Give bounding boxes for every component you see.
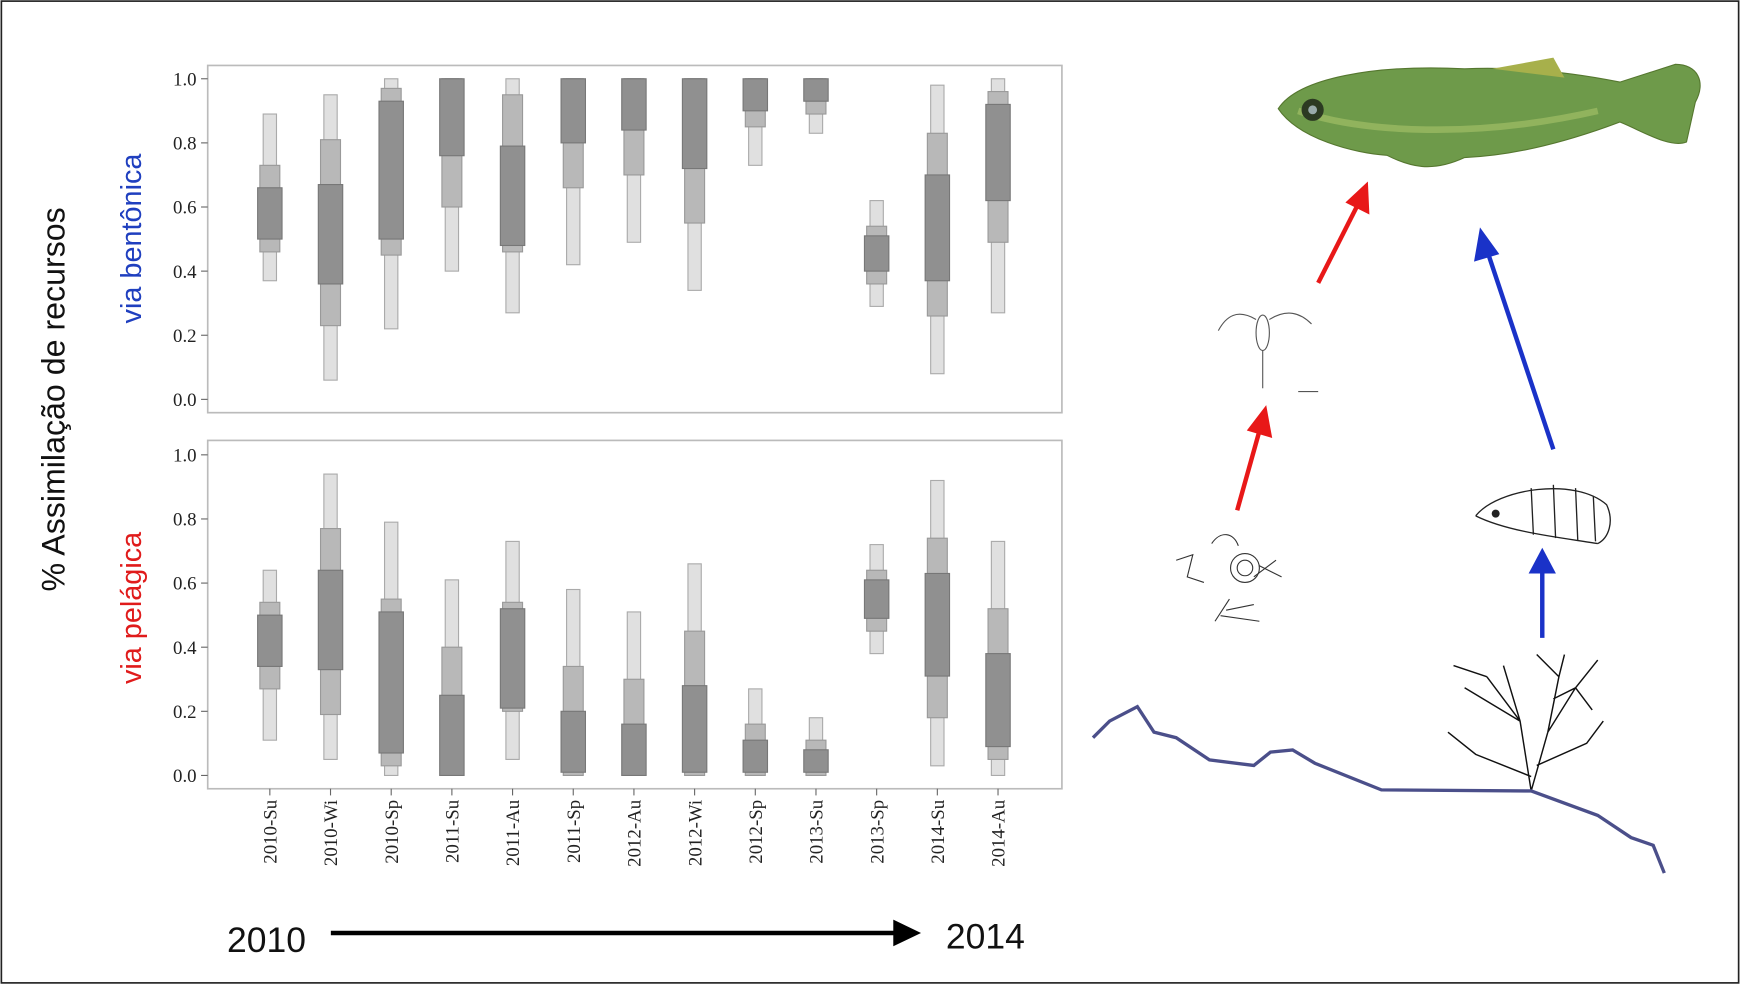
ci50-interval [682,79,706,169]
ci50-interval [986,654,1010,747]
y-tick-label: 0.6 [173,574,197,595]
ci50-interval [925,175,949,281]
page: % Assimilação de recursos via bentônica … [0,0,1740,984]
x-tick-label: 2010-Wi [321,800,342,866]
y-axis-title: % Assimilação de recursos [36,207,72,591]
ci50-interval [440,79,464,156]
timeline-start: 2010 [227,920,306,960]
ci50-interval [743,740,767,772]
y-tick-label: 0.2 [173,702,197,723]
ci50-interval [561,711,585,772]
ci50-interval [379,101,403,239]
ci50-interval [561,79,585,143]
y-tick-label: 0.4 [173,638,197,659]
ci50-interval [258,188,282,239]
panel-label: via pelágica [116,531,148,684]
ci50-interval [925,573,949,676]
y-tick-label: 1.0 [173,445,197,466]
ci50-interval [500,609,524,708]
ci50-interval [864,580,888,618]
ci50-interval [622,724,646,775]
y-tick-label: 1.0 [173,69,197,90]
timeline-end: 2014 [946,917,1025,957]
x-tick-label: 2013-Su [807,799,828,863]
x-tick-label: 2012-Sp [746,800,767,864]
x-tick-label: 2011-Sp [564,800,585,863]
ci50-interval [440,695,464,775]
x-tick-label: 2011-Au [503,799,524,866]
ci50-interval [743,79,767,111]
x-tick-label: 2012-Au [625,799,646,867]
ci50-interval [318,185,342,284]
ci50-interval [622,79,646,130]
y-tick-label: 0.4 [173,262,197,283]
ci50-interval [682,686,706,773]
y-tick-label: 0.8 [173,510,197,531]
x-tick-label: 2010-Sp [382,800,403,864]
ci50-interval [804,750,828,772]
x-tick-label: 2014-Su [928,799,949,863]
ci50-interval [986,104,1010,200]
x-tick-label: 2013-Sp [867,800,888,864]
x-tick-label: 2012-Wi [685,800,706,866]
ci50-interval [318,570,342,669]
y-tick-label: 0.6 [173,198,197,219]
plots: 0.0 0.2 0.4 0.6 0.8 1.0 0.0 0.2 0.4 0.6 0.8 1.0 2010… [173,65,1062,866]
x-tick-label: 2010-Su [260,799,281,863]
ci50-interval [379,612,403,753]
y-tick-label: 0.2 [173,326,197,347]
ci50-interval [804,79,828,101]
y-tick-label: 0.8 [173,134,197,155]
x-tick-label: 2014-Au [989,799,1010,867]
panel-label: via bentônica [116,153,148,324]
ci50-interval [500,146,524,245]
figure: % Assimilação de recursos via bentônica … [0,0,1740,984]
x-tick-label: 2011-Su [443,799,464,863]
ci50-interval [258,615,282,666]
y-tick-label: 0.0 [173,390,197,411]
y-tick-label: 0.0 [173,766,197,787]
ci50-interval [864,236,888,271]
